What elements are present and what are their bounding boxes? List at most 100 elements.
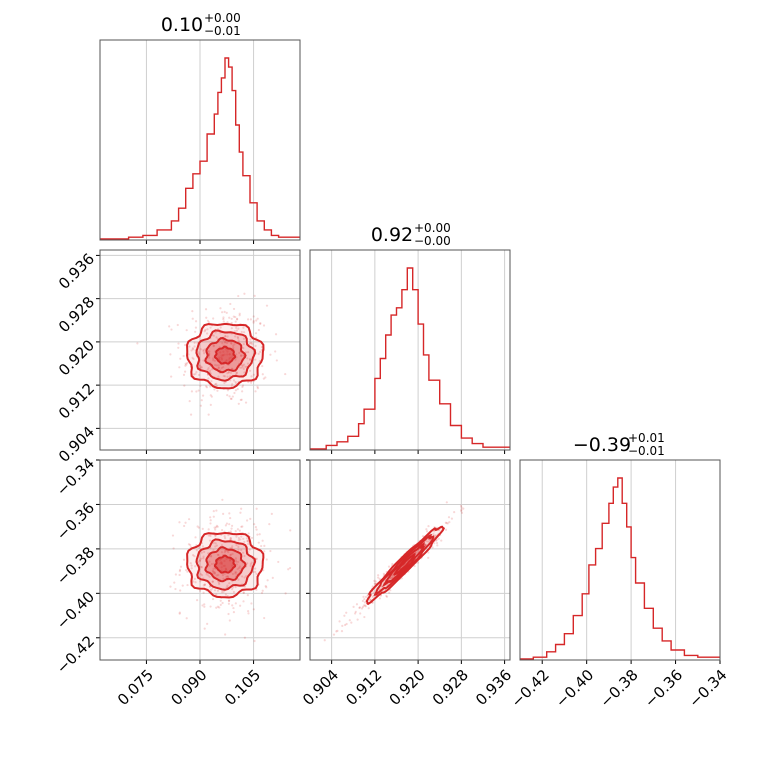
sample-point — [201, 545, 205, 548]
sample-point — [437, 537, 440, 540]
sample-point — [224, 335, 227, 338]
sample-point — [219, 562, 222, 565]
sample-point — [186, 361, 189, 365]
sample-point — [257, 328, 260, 332]
sample-point — [215, 544, 219, 547]
sample-point — [360, 607, 364, 610]
sample-point — [202, 348, 205, 352]
sample-point — [225, 575, 228, 578]
sample-point — [242, 346, 245, 350]
sample-point — [448, 521, 451, 524]
sample-point — [212, 567, 215, 570]
sample-point — [234, 380, 237, 384]
sample-point — [231, 572, 235, 576]
sample-point — [210, 395, 213, 398]
sample-point — [228, 582, 231, 585]
sample-point — [209, 516, 212, 519]
sample-point — [239, 538, 242, 541]
histogram-step — [520, 477, 720, 660]
sample-point — [230, 527, 233, 530]
sample-point — [323, 639, 326, 642]
sample-point — [179, 565, 183, 568]
sample-point — [228, 353, 231, 356]
sample-point — [202, 584, 205, 587]
sample-point — [226, 575, 230, 578]
sample-point — [185, 329, 188, 332]
sample-point — [211, 368, 214, 371]
sample-point — [208, 350, 211, 353]
sample-point — [226, 372, 229, 375]
sample-point — [232, 344, 235, 347]
sample-point — [218, 558, 221, 562]
sample-point — [340, 629, 344, 633]
sample-point — [248, 548, 251, 551]
sample-point — [221, 311, 224, 314]
sample-point — [335, 630, 338, 633]
sample-point — [459, 504, 463, 507]
x-tick-label: 0.936 — [472, 666, 515, 709]
sample-point — [235, 326, 238, 329]
sample-point — [220, 563, 223, 566]
sample-point — [222, 365, 225, 369]
sample-point — [232, 346, 235, 349]
sample-point — [200, 551, 203, 554]
sample-point — [450, 517, 454, 520]
sample-point — [216, 525, 219, 528]
sample-point — [274, 333, 278, 336]
sample-point — [230, 524, 234, 527]
sample-point — [191, 356, 194, 359]
y-tick-label: 0.912 — [55, 379, 98, 422]
sample-point — [256, 533, 259, 536]
sample-point — [208, 564, 211, 567]
sample-point — [203, 550, 206, 553]
sample-point — [235, 353, 238, 356]
sample-point — [235, 535, 238, 538]
sample-point — [201, 394, 205, 397]
sample-point — [210, 562, 213, 566]
sample-point — [256, 387, 260, 390]
scatter-panel-1-0 — [96, 249, 301, 454]
x-tick-label: −0.34 — [685, 666, 730, 711]
sample-point — [213, 589, 217, 592]
sample-point — [344, 623, 347, 627]
sample-point — [228, 316, 231, 319]
sample-point — [242, 343, 245, 346]
sample-point — [229, 537, 232, 540]
sample-point — [460, 509, 463, 513]
sample-point — [204, 328, 207, 332]
sample-point — [213, 662, 215, 664]
x-tick-label: 0.928 — [429, 666, 472, 709]
sample-point — [215, 364, 219, 367]
sample-point — [243, 576, 246, 579]
sample-point — [191, 317, 194, 320]
panel-frame — [99, 39, 301, 241]
sample-point — [260, 544, 263, 548]
title-minus-2: −0.01 — [628, 444, 665, 458]
sample-point — [460, 508, 463, 511]
sample-point — [199, 364, 202, 367]
sample-point — [184, 521, 187, 524]
sample-point — [238, 565, 242, 568]
sample-point — [214, 526, 218, 529]
sample-point — [232, 606, 235, 610]
sample-point — [169, 353, 172, 356]
sample-point — [203, 583, 207, 586]
sample-point — [246, 318, 250, 321]
sample-point — [206, 368, 209, 371]
sample-point — [209, 534, 212, 538]
sample-point — [271, 576, 274, 579]
sample-point — [214, 331, 217, 334]
sample-point — [219, 599, 222, 602]
sample-point — [218, 606, 221, 609]
sample-point — [215, 574, 218, 577]
sample-point — [218, 357, 221, 360]
sample-point — [237, 578, 240, 581]
sample-point — [225, 348, 228, 351]
sample-point — [374, 580, 377, 583]
sample-point — [363, 601, 367, 604]
sample-point — [362, 595, 365, 598]
sample-point — [178, 611, 181, 614]
sample-point — [218, 356, 221, 359]
sample-point — [184, 364, 187, 367]
sample-point — [200, 573, 204, 577]
